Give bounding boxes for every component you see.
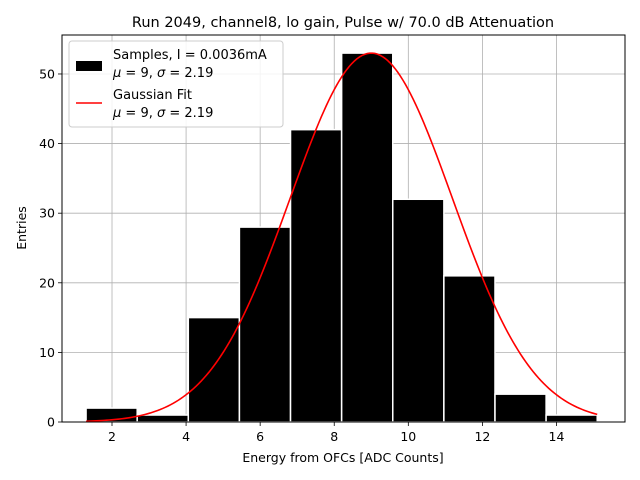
y-axis-label: Entries [14,206,29,250]
legend-mu-symbol: μ [112,66,121,81]
histogram-bar [494,393,547,423]
x-tick-label: 10 [400,429,416,444]
legend-mu-value: = 9, [121,106,157,121]
legend-stats-gaussian-fit: μ = 9, σ = 2.19 [112,106,213,121]
x-tick-label: 12 [474,429,490,444]
legend-stats-samples: μ = 9, σ = 2.19 [112,66,213,81]
legend: Samples, I = 0.0036mA μ = 9, σ = 2.19 Ga… [68,40,284,128]
y-tick-label: 50 [39,66,55,81]
plot-frame [61,34,626,423]
legend-sigma-value: = 2.19 [165,66,213,81]
histogram-bar [392,198,445,423]
legend-label-gaussian-fit: Gaussian Fit [113,88,192,103]
x-axis-label: Energy from OFCs [ADC Counts] [242,450,443,465]
legend-sigma-symbol: σ [157,66,166,81]
y-tick-label: 0 [47,415,55,430]
legend-mu-symbol: μ [112,106,121,121]
histogram-bar [443,275,496,423]
gaussian-fit-curve [86,52,598,423]
y-tick-label: 30 [39,206,55,221]
x-axis-ticks: 2 4 6 8 10 12 14 [108,422,564,444]
histogram-bar [340,52,394,423]
histogram-bar [289,128,343,423]
x-tick-label: 8 [330,429,338,444]
histogram-bar [136,414,190,423]
histogram-bar [238,226,292,423]
x-tick-label: 4 [182,429,190,444]
y-tick-label: 40 [39,136,55,151]
legend-label-samples: Samples, I = 0.0036mA [113,48,267,63]
y-tick-label: 20 [39,275,55,290]
y-tick-label: 10 [39,345,55,360]
legend-sigma-symbol: σ [157,106,166,121]
legend-sigma-value: = 2.19 [165,106,213,121]
histogram-bars [85,52,598,423]
x-tick-label: 6 [256,429,264,444]
histogram-bar [187,316,241,423]
legend-mu-value: = 9, [121,66,157,81]
x-tick-label: 14 [549,429,565,444]
legend-swatch-samples [76,61,102,71]
legend-box [68,40,284,128]
histogram-bar [545,414,598,423]
chart-title: Run 2049, channel8, lo gain, Pulse w/ 70… [132,15,554,31]
x-tick-label: 2 [108,429,116,444]
y-axis-ticks: 0 10 20 30 40 50 [39,66,62,430]
